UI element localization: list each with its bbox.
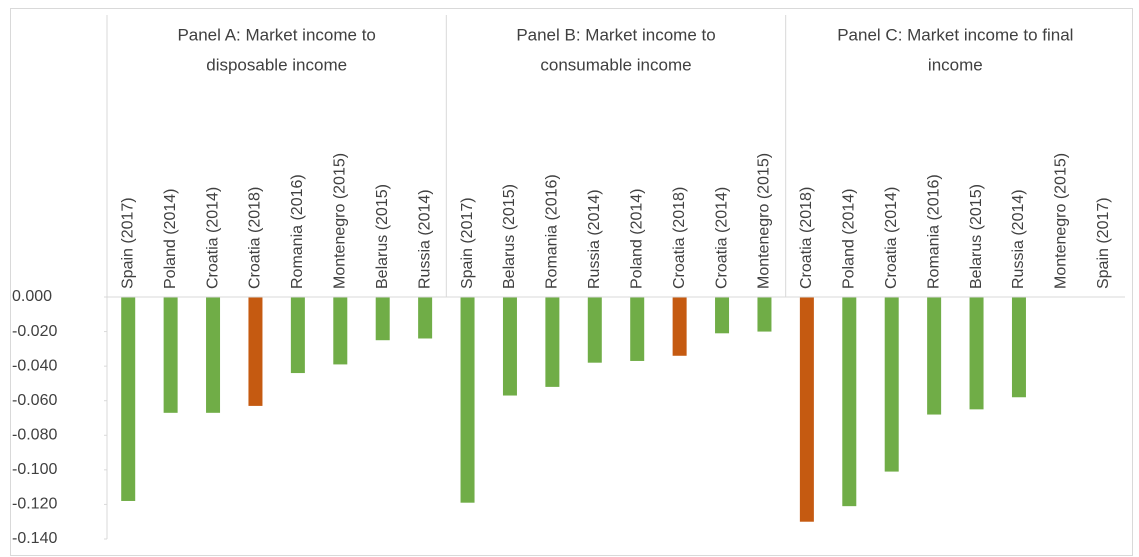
y-tick-label: -0.140 [12,530,57,547]
panel-title: disposable income [206,55,347,74]
x-tick-label: Croatia (2018) [247,187,264,289]
x-tick-label: Belarus (2015) [501,184,518,289]
x-tick-label: Romania (2016) [544,174,561,289]
x-tick-label: Montenegro (2015) [332,153,349,289]
bar [884,297,899,472]
x-tick-label: Croatia (2014) [883,187,900,289]
bar [969,297,984,410]
x-tick-label: Spain (2017) [459,197,476,289]
y-tick-label: -0.100 [12,461,57,478]
x-tick-label: Poland (2014) [841,188,858,289]
bar [248,297,263,406]
x-tick-label: Belarus (2015) [374,184,391,289]
y-tick-label: -0.080 [12,427,57,444]
y-tick-label: -0.020 [12,323,57,340]
y-tick-label: -0.060 [12,392,57,409]
bar [206,297,221,413]
y-tick-label: -0.120 [12,496,57,513]
x-tick-label: Spain (2017) [119,197,136,289]
bar [502,297,517,396]
bar [927,297,942,415]
bar [842,297,857,507]
bar [290,297,305,374]
panel-title: Panel A: Market income to [177,25,375,44]
x-tick-label: Russia (2014) [416,189,433,289]
y-tick-label: 0.000 [12,288,52,305]
bar [1011,297,1026,398]
bar [333,297,348,365]
bar [460,297,475,503]
x-tick-label: Croatia (2014) [204,187,221,289]
bar [121,297,136,501]
bar [715,297,730,334]
bar [587,297,602,363]
panel-title: consumable income [540,55,691,74]
bar [672,297,687,356]
bar [375,297,390,341]
x-tick-label: Croatia (2014) [713,187,730,289]
bar [545,297,560,387]
panel-title: Panel B: Market income to [516,25,715,44]
x-tick-label: Romania (2016) [289,174,306,289]
x-tick-label: Montenegro (2015) [1053,153,1070,289]
x-tick-label: Croatia (2018) [671,187,688,289]
panel-title: income [928,55,983,74]
bar [630,297,645,361]
x-tick-label: Montenegro (2015) [756,153,773,289]
x-tick-label: Russia (2014) [1010,189,1027,289]
x-tick-label: Russia (2014) [586,189,603,289]
bar [799,297,814,522]
x-tick-label: Poland (2014) [162,188,179,289]
bar [163,297,178,413]
panel-title: Panel C: Market income to final [837,25,1073,44]
chart-border [10,8,1133,556]
x-tick-label: Poland (2014) [628,188,645,289]
x-tick-label: Croatia (2018) [798,187,815,289]
bar [757,297,772,332]
y-tick-label: -0.040 [12,357,57,374]
x-tick-label: Spain (2017) [1095,197,1112,289]
bar [418,297,433,339]
x-tick-label: Romania (2016) [925,174,942,289]
x-tick-label: Belarus (2015) [968,184,985,289]
